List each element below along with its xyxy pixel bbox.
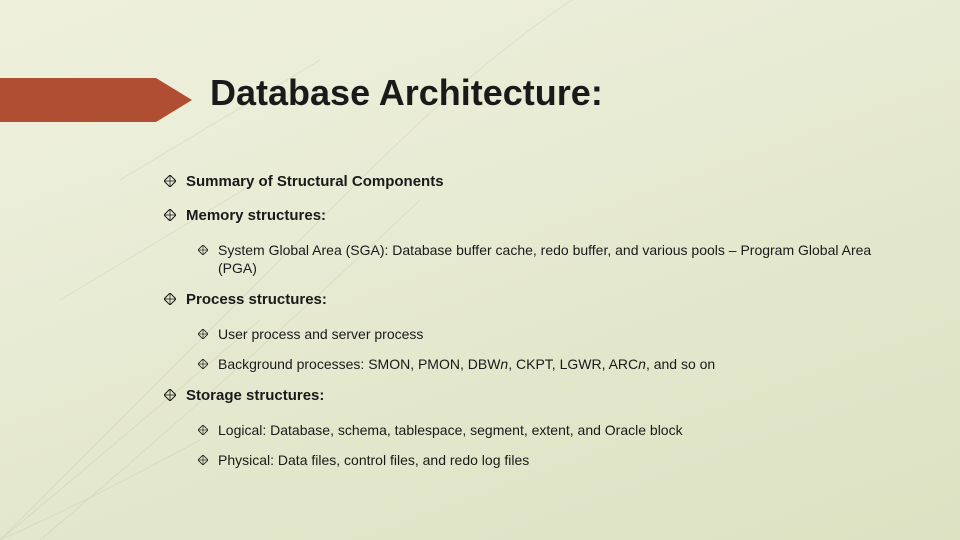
list-subitem: Logical: Database, schema, tablespace, s…: [198, 421, 900, 440]
diamond-bullet-icon: [198, 359, 208, 369]
list-item: Storage structures:: [164, 386, 900, 406]
diamond-bullet-icon: [164, 293, 176, 305]
diamond-bullet-icon: [198, 425, 208, 435]
list-item-text: Memory structures:: [186, 206, 900, 226]
list-subitem-text: Logical: Database, schema, tablespace, s…: [218, 421, 900, 440]
list-item-text: Summary of Structural Components: [186, 172, 900, 192]
list-subitem-text: Physical: Data files, control files, and…: [218, 451, 900, 470]
diamond-bullet-icon: [164, 175, 176, 187]
list-item: Process structures:: [164, 290, 900, 310]
list-subitem-text: System Global Area (SGA): Database buffe…: [218, 241, 900, 279]
list-subitem-text: User process and server process: [218, 325, 900, 344]
slide-body: Summary of Structural Components Memory …: [164, 172, 900, 482]
list-subitem: Physical: Data files, control files, and…: [198, 451, 900, 470]
list-item: Memory structures:: [164, 206, 900, 226]
list-subitem-text: Background processes: SMON, PMON, DBWn, …: [218, 355, 900, 374]
list-item-text: Storage structures:: [186, 386, 900, 406]
diamond-bullet-icon: [198, 455, 208, 465]
diamond-bullet-icon: [164, 209, 176, 221]
list-item-text: Process structures:: [186, 290, 900, 310]
list-subitem: Background processes: SMON, PMON, DBWn, …: [198, 355, 900, 374]
list-subitem: User process and server process: [198, 325, 900, 344]
diamond-bullet-icon: [164, 389, 176, 401]
diamond-bullet-icon: [198, 245, 208, 255]
list-item: Summary of Structural Components: [164, 172, 900, 192]
list-subitem: System Global Area (SGA): Database buffe…: [198, 241, 900, 279]
title-ribbon: [0, 78, 196, 122]
diamond-bullet-icon: [198, 329, 208, 339]
slide-title: Database Architecture:: [210, 72, 603, 114]
